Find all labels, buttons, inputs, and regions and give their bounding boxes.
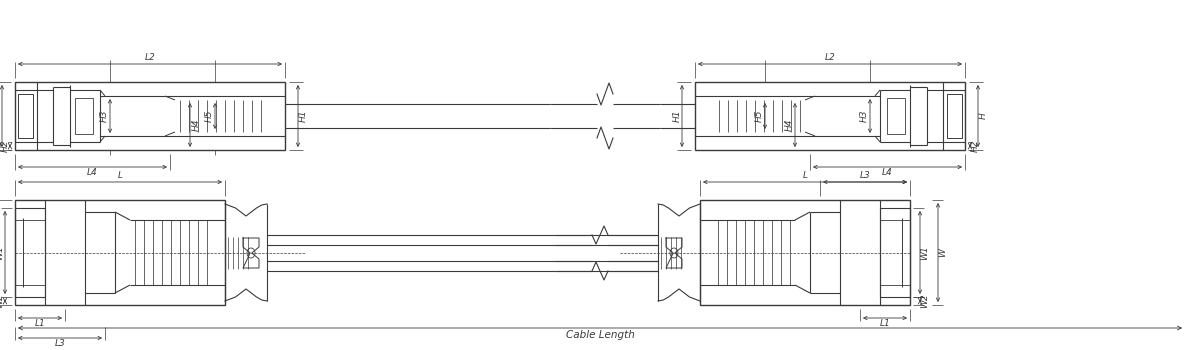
Text: W2: W2: [0, 294, 5, 308]
Text: W1: W1: [0, 245, 5, 260]
Text: L3: L3: [55, 339, 65, 348]
Text: L4: L4: [88, 168, 98, 177]
Text: H5: H5: [204, 110, 214, 122]
Bar: [18, 94, 34, 138]
Text: W2: W2: [920, 294, 930, 308]
Text: H5: H5: [755, 110, 763, 122]
Bar: [880, 208, 910, 297]
Text: W1: W1: [920, 245, 930, 260]
Text: H: H: [0, 113, 1, 119]
Text: L2: L2: [145, 53, 155, 62]
Bar: [74, 98, 94, 134]
Text: L3: L3: [859, 171, 870, 180]
Bar: [700, 200, 910, 305]
Text: H4: H4: [785, 119, 793, 131]
Text: W: W: [938, 248, 948, 257]
Bar: [695, 82, 965, 150]
Text: L2: L2: [824, 53, 835, 62]
Text: L1: L1: [35, 319, 46, 328]
Text: H4: H4: [192, 119, 200, 131]
Text: H3: H3: [100, 110, 108, 122]
Bar: [14, 82, 286, 150]
Bar: [947, 94, 962, 138]
Text: L: L: [803, 171, 808, 180]
Text: H2: H2: [971, 140, 979, 152]
Bar: [887, 98, 905, 134]
Text: H: H: [978, 113, 988, 119]
Text: H3: H3: [859, 110, 869, 122]
Text: L: L: [118, 171, 122, 180]
Text: L4: L4: [882, 168, 893, 177]
Text: H2: H2: [0, 140, 10, 152]
Text: Cable Length: Cable Length: [565, 330, 635, 340]
Text: H1: H1: [672, 110, 682, 122]
Text: L1: L1: [880, 319, 890, 328]
Bar: [14, 208, 46, 297]
Text: H1: H1: [299, 110, 307, 122]
Bar: [14, 200, 226, 305]
